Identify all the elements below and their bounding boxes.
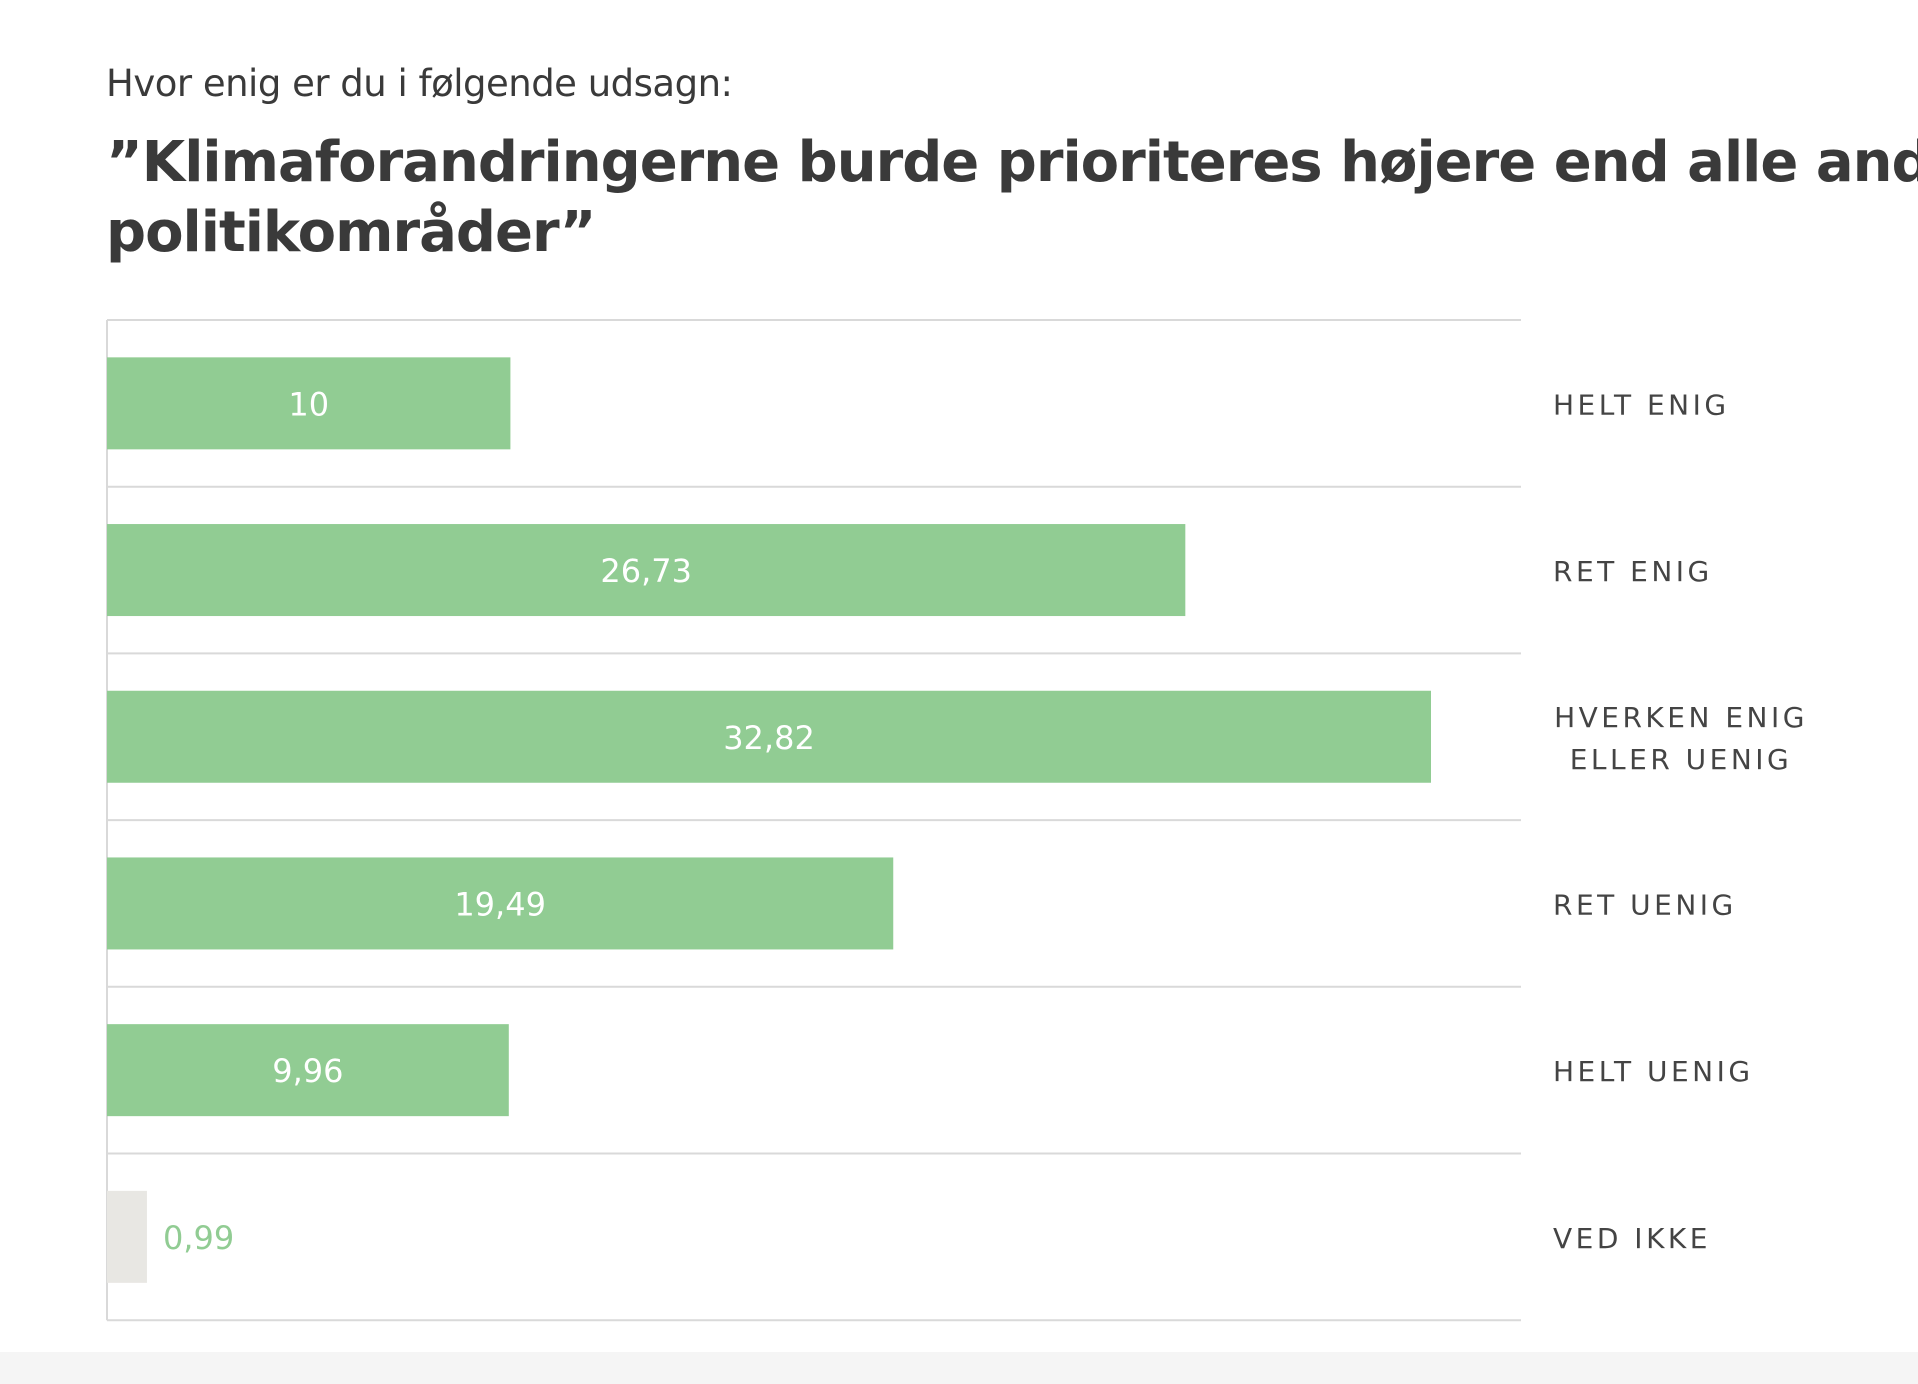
category-label: RET UENIG (1553, 888, 1737, 921)
data-label: 32,82 (723, 719, 815, 757)
category-label: HVERKEN ENIG (1554, 701, 1808, 734)
chart-title-line-2: politikområder” (106, 200, 596, 265)
bar (107, 357, 511, 450)
category-label: ELLER UENIG (1570, 743, 1793, 776)
data-label: 0,99 (163, 1219, 234, 1257)
category-label: RET ENIG (1553, 555, 1713, 588)
bar (107, 1190, 147, 1283)
data-label: 9,96 (272, 1052, 343, 1090)
category-label: HELT UENIG (1553, 1055, 1754, 1088)
bottom-strip (0, 1352, 1918, 1384)
category-label: HELT ENIG (1553, 388, 1730, 421)
category-label: VED IKKE (1553, 1222, 1711, 1255)
bar (107, 857, 894, 950)
data-label: 26,73 (600, 552, 692, 590)
bar-chart: 10 HELT ENIG 26,73 RET ENIG 32,82 HVERKEN ENI… (106, 319, 1808, 1322)
chart-title: ”Klimaforandringerne burde prioriteres h… (106, 128, 1918, 268)
title-area: Hvor enig er du i følgende udsagn: ”Klim… (0, 0, 1918, 300)
chart-subtitle: Hvor enig er du i følgende udsagn: (106, 62, 733, 105)
data-label: 10 (288, 385, 329, 423)
data-label: 19,49 (454, 885, 546, 923)
bar (107, 690, 1431, 783)
bar (107, 524, 1186, 617)
chart-title-line-1: ”Klimaforandringerne burde prioriteres h… (106, 130, 1918, 195)
bar (107, 1024, 509, 1117)
